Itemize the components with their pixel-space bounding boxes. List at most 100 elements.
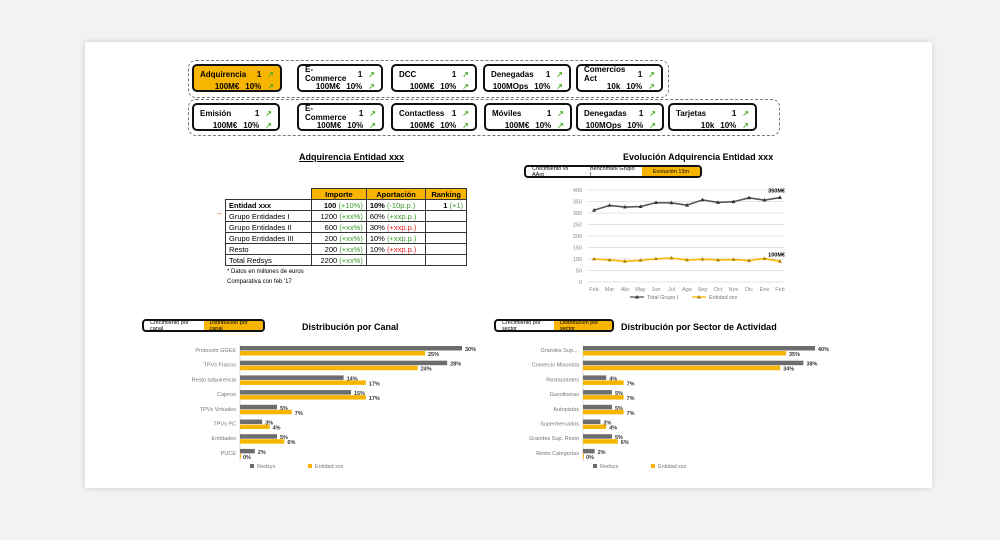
data-point: [654, 200, 658, 205]
importe-delta: (+xx%): [339, 233, 363, 243]
data-point: [669, 255, 674, 260]
toggle-crecimiento-sector[interactable]: Crecimiento por sector: [502, 319, 541, 332]
data-label: 6%: [287, 440, 295, 446]
kpi-card-row2-5[interactable]: Tarjetas 1 ↗ 10k 10% ↗: [668, 103, 757, 131]
row-label: Grupo Entidades III: [225, 232, 312, 244]
data-label: 14%: [347, 376, 358, 382]
aportacion-delta: (+xxp.p.): [386, 244, 417, 254]
data-point: [607, 257, 612, 262]
canal-chart-title: Distribución por Canal: [302, 322, 399, 332]
kpi-rank: 1: [358, 108, 364, 118]
row-label: Resto: [225, 243, 312, 255]
bar-entidad: [583, 365, 781, 371]
legend-swatch: [250, 464, 254, 468]
data-point: [716, 257, 720, 262]
x-tick: Jul: [668, 287, 675, 293]
x-tick: Abr: [621, 287, 630, 293]
toggle-evolucion[interactable]: Evolución 13m: [642, 167, 700, 176]
data-point: [731, 199, 736, 204]
kpi-rank: 1: [637, 69, 643, 79]
table-row: Grupo Entidades III 200 (+xx%) 10% (+xxp…: [225, 232, 467, 244]
category-label: TPVs Físicos: [204, 363, 237, 369]
data-point: [592, 256, 596, 261]
importe-delta: (+xx%): [339, 244, 363, 254]
kpi-card-row1-4[interactable]: Comercios Act 1 ↗ 10k 10% ↗: [576, 64, 663, 92]
data-label: 28%: [450, 362, 461, 368]
arrow-up-right-icon: ↗: [648, 69, 655, 79]
ranking-delta: (+1): [449, 200, 463, 210]
data-point: [747, 195, 751, 200]
data-label: 6%: [621, 440, 629, 446]
importe: 1200: [320, 211, 338, 221]
end-label: 350M€: [768, 189, 785, 195]
arrow-up-right-icon: ↗: [462, 69, 469, 79]
data-label: 7%: [627, 411, 635, 417]
kpi-card-row2-2[interactable]: Contactless 1 ↗ 100M€ 10% ↗: [391, 103, 477, 131]
toggle-distribucion-canal[interactable]: Distribución por canal: [203, 321, 263, 330]
kpi-card-row2-0[interactable]: Emisión 1 ↗ 100M€ 10% ↗: [192, 103, 280, 131]
toggle-crecimiento-canal[interactable]: Crecimiento por canal: [150, 319, 189, 332]
kpi-card-row2-4[interactable]: Denegadas 1 ↗ 100MOps 10% ↗: [576, 103, 664, 131]
data-label: 34%: [783, 367, 794, 373]
table-row: Resto 200 (+xx%) 10% (+xxp.p.): [225, 243, 467, 255]
data-label: 0%: [586, 455, 594, 461]
kpi-pct: 10%: [243, 120, 260, 130]
bar-entidad: [240, 409, 292, 415]
kpi-card-row2-3[interactable]: Móviles 1 ↗ 100M€ 10% ↗: [484, 103, 572, 131]
data-point: [700, 197, 705, 202]
arrow-up-right-icon: ↗: [649, 108, 656, 118]
table-row: Total Redsys 2200 (+xx%): [225, 254, 467, 266]
aportacion-delta: (+xxp.p.): [386, 211, 417, 221]
x-tick: Oct: [714, 287, 723, 293]
arrow-up-right-icon: ↗: [742, 120, 749, 130]
bar-redsys: [240, 390, 351, 395]
toggle-distribucion-sector[interactable]: Distribución por sector: [554, 321, 612, 330]
data-label: 7%: [295, 411, 303, 417]
legend-label: Entidad xxx: [315, 464, 344, 470]
category-label: TPVs PC: [213, 422, 236, 428]
x-tick: Ago: [682, 287, 692, 293]
data-point: [778, 195, 782, 199]
bar-redsys: [240, 404, 277, 410]
kpi-name: Denegadas: [584, 108, 627, 118]
data-point: [747, 258, 751, 263]
data-label: 17%: [369, 396, 380, 402]
bar-redsys: [583, 419, 601, 424]
table-row: Entidad xxx 100 (+10%) 10% (-10p.p.) 1 (…: [225, 199, 467, 211]
data-label: 38%: [806, 362, 817, 368]
x-tick: Dic: [745, 287, 753, 293]
kpi-pct: 10%: [440, 120, 457, 130]
toggle-crecimiento[interactable]: Crecimiento vs AAnt: [532, 165, 569, 178]
table-row: Grupo Entidades II 600 (+xx%) 30% (+xxp.…: [225, 221, 467, 233]
data-point: [638, 258, 643, 262]
kpi-card-row1-1[interactable]: E-Commerce 1 ↗ 100M€ 10% ↗: [297, 64, 383, 92]
bar-redsys: [240, 360, 448, 366]
data-label: 4%: [273, 426, 281, 432]
bar-redsys: [583, 375, 607, 380]
legend-swatch: [308, 464, 312, 468]
bar-entidad: [240, 365, 418, 371]
row-label: Grupo Entidades II: [225, 221, 312, 233]
category-label: Resto Categorías: [536, 451, 579, 457]
importe-delta: (+xx%): [339, 255, 363, 265]
arrow-up-right-icon: ↗: [557, 108, 564, 118]
y-tick: 350: [573, 200, 582, 206]
row-label: Grupo Entidades I: [225, 210, 312, 222]
kpi-card-row1-0[interactable]: Adquirencia 1 ↗ 100M€ 10% ↗: [192, 64, 282, 92]
toggle-benchmark[interactable]: Benchmark Grupo I: [590, 165, 635, 178]
arrow-up-right-icon: ↗: [368, 69, 375, 79]
x-tick: Sep: [698, 287, 708, 293]
kpi-name: Denegadas: [491, 69, 534, 79]
category-label: Entidades: [212, 436, 237, 442]
data-point: [716, 200, 720, 204]
kpi-card-row2-1[interactable]: E-Commerce 1 ↗ 100M€ 10% ↗: [297, 103, 384, 131]
kpi-card-row1-3[interactable]: Denegadas 1 ↗ 100MOps 10% ↗: [483, 64, 571, 92]
category-label: Autopistas: [553, 407, 579, 413]
kpi-card-row1-2[interactable]: DCC 1 ↗ 100M€ 10% ↗: [391, 64, 477, 92]
kpi-group-adquirencia: [188, 60, 669, 98]
legend-label: Redsys: [257, 464, 276, 470]
kpi-rank: 1: [451, 69, 457, 79]
kpi-rank: 1: [254, 108, 260, 118]
x-tick: Mar: [605, 287, 615, 293]
kpi-value: 100M€: [409, 120, 435, 130]
